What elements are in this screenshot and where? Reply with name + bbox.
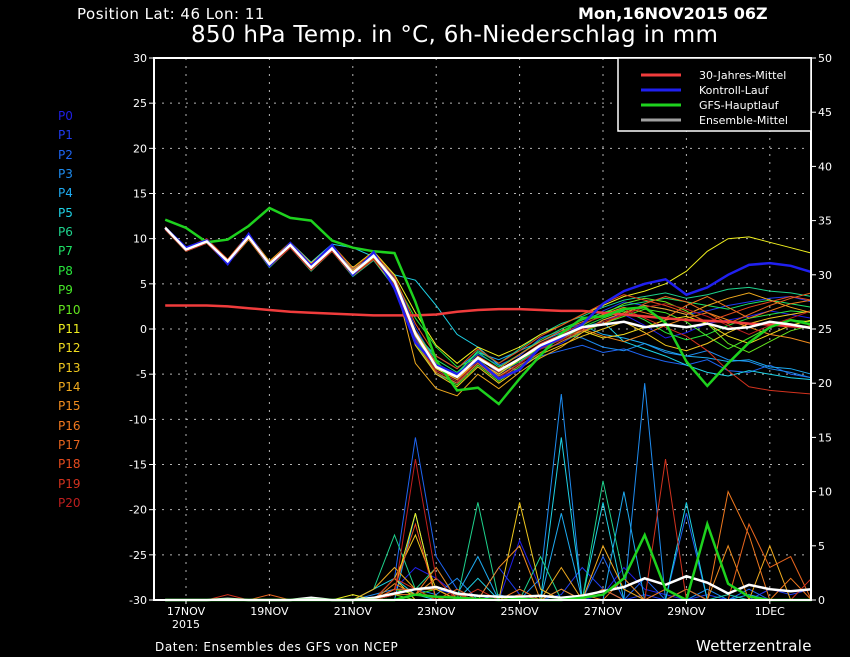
temp-line-gfs-hauptlauf <box>164 206 812 406</box>
member-label-p17: P17 <box>58 437 81 452</box>
y-left-tick-label: -30 <box>129 594 147 607</box>
y-right-tick-label: 20 <box>818 377 832 390</box>
y-left-tick-label: 15 <box>133 188 147 201</box>
main-series <box>164 206 812 602</box>
member-label-p19: P19 <box>58 476 81 491</box>
brand-label: Wetterzentrale <box>696 637 812 655</box>
temp-line-ensemble-mittel <box>164 226 812 379</box>
precip-line-p15 <box>165 544 812 601</box>
y-left-tick-label: 25 <box>133 97 147 110</box>
precip-line-p5 <box>165 437 812 601</box>
y-left-tick-label: -10 <box>129 413 147 426</box>
x-tick-label: 29NOV <box>667 605 706 618</box>
run-date: Mon,16NOV2015 06Z <box>578 4 768 23</box>
member-precip-lines <box>165 383 812 602</box>
legend-label: Kontroll-Lauf <box>699 84 770 97</box>
member-label-p8: P8 <box>58 263 73 278</box>
member-label-p13: P13 <box>58 360 81 375</box>
x-tick-sublabel: 2015 <box>172 618 200 631</box>
y-left-tick-label: -25 <box>129 549 147 562</box>
y-left-tick-label: -20 <box>129 504 147 517</box>
member-label-p16: P16 <box>58 418 81 433</box>
member-label-p14: P14 <box>58 379 81 394</box>
y-left-tick-label: 5 <box>140 278 147 291</box>
member-label-p3: P3 <box>58 167 73 182</box>
y-left-tick-label: -5 <box>136 368 147 381</box>
y-left-tick-label: 0 <box>140 323 147 336</box>
x-tick-label: 1DEC <box>755 605 785 618</box>
member-label-p4: P4 <box>58 186 73 201</box>
data-source: Daten: Ensembles des GFS von NCEP <box>155 640 399 654</box>
legend: 30-Jahres-Mittel Kontroll-Lauf GFS-Hauptla… <box>617 57 812 132</box>
x-tick-label: 21NOV <box>334 605 373 618</box>
y-right-tick-label: 45 <box>818 106 832 119</box>
member-label-p10: P10 <box>58 302 81 317</box>
member-label-p5: P5 <box>58 205 73 220</box>
y-left-tick-label: 30 <box>133 52 147 65</box>
member-label-p15: P15 <box>58 399 81 414</box>
x-tick-label: 19NOV <box>250 605 289 618</box>
x-tick-label: 17NOV <box>167 605 206 618</box>
member-label-p2: P2 <box>58 147 73 162</box>
y-right-tick-label: 10 <box>818 486 832 499</box>
legend-label: Ensemble-Mittel <box>699 114 788 127</box>
member-label-p11: P11 <box>58 321 81 336</box>
temp-line-p18 <box>164 226 812 370</box>
temp-line-p1 <box>164 227 812 375</box>
precip-line-p14 <box>165 544 812 602</box>
y-right-tick-label: 15 <box>818 431 832 444</box>
x-tick-label: 27NOV <box>584 605 623 618</box>
grid <box>154 58 811 600</box>
y-right-tick-label: 5 <box>818 540 825 553</box>
temp-line-p11 <box>164 226 812 364</box>
axes: -30 -25 -20 -15 -10 -5 0 5 10 15 20 25 30 0 5 10 15 20 25 3… <box>129 52 832 631</box>
precip-line-p3 <box>165 383 812 601</box>
chart-title: 850 hPa Temp. in °C, 6h-Niederschlag in … <box>191 22 719 48</box>
member-label-p20: P20 <box>58 496 81 510</box>
member-label-p9: P9 <box>58 283 73 298</box>
temp-line-p6 <box>164 229 812 375</box>
y-right-tick-label: 40 <box>818 160 832 173</box>
member-label-p0: P0 <box>58 109 73 123</box>
y-right-tick-label: 50 <box>818 52 832 65</box>
y-right-tick-label: 35 <box>818 215 832 228</box>
y-right-tick-label: 25 <box>818 323 832 336</box>
temp-line-p4 <box>164 227 812 375</box>
member-label-p12: P12 <box>58 341 81 356</box>
y-right-tick-label: 30 <box>818 269 832 282</box>
y-left-tick-label: 20 <box>133 142 147 155</box>
member-label-p1: P1 <box>58 128 73 143</box>
precip-line-p2 <box>165 437 812 602</box>
position-label: Position Lat: 46 Lon: 11 <box>77 5 265 23</box>
temp-line-30-jahres-mittel <box>165 304 812 329</box>
member-label-p18: P18 <box>58 457 81 472</box>
member-label-p6: P6 <box>58 225 73 240</box>
x-tick-label: 25NOV <box>500 605 539 618</box>
x-tick-label: 23NOV <box>417 605 456 618</box>
legend-label: GFS-Hauptlauf <box>699 99 780 112</box>
y-left-tick-label: -15 <box>129 459 147 472</box>
y-right-tick-label: 0 <box>818 594 825 607</box>
y-left-tick-label: 10 <box>133 233 147 246</box>
legend-label: 30-Jahres-Mittel <box>699 69 786 82</box>
member-label-p7: P7 <box>58 244 73 259</box>
